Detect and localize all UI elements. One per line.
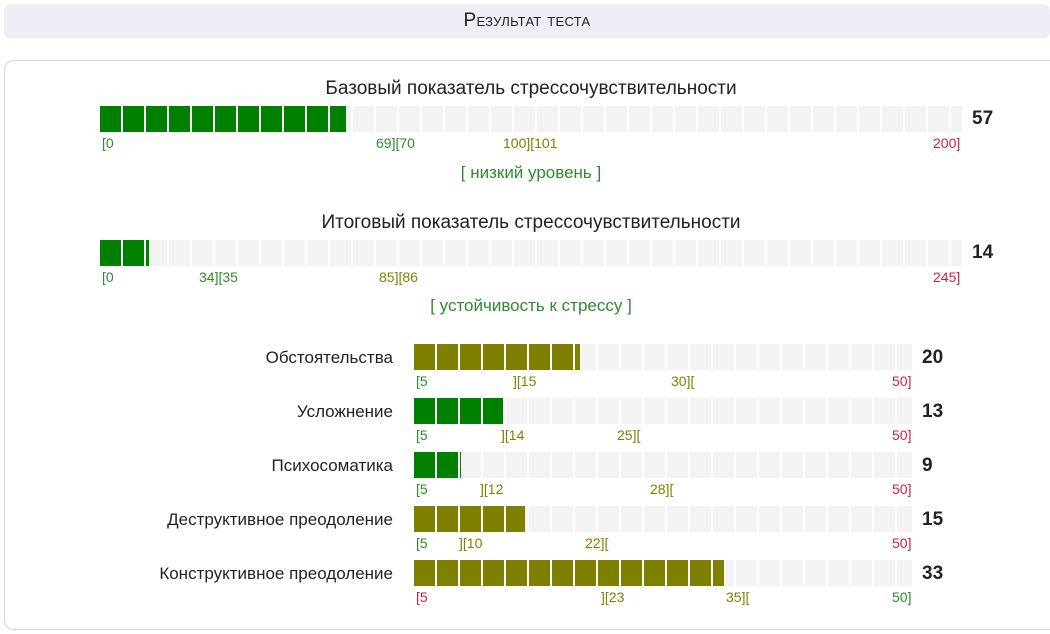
- scale-fill-psychosomatics: [414, 452, 461, 478]
- scale-tick-low: ][10: [459, 535, 483, 551]
- total-index-fill: [100, 240, 150, 266]
- scale-bar-constructive-coping: [414, 560, 912, 586]
- scale-tick-min: [5: [416, 427, 428, 443]
- base-tick-low-text: 69][70: [376, 135, 415, 151]
- total-tick-low: 34][35: [199, 269, 238, 285]
- scale-tick-low: ][14: [501, 427, 525, 443]
- scale-label-destructive-coping: Деструктивное преодоление: [167, 510, 393, 529]
- scale-tick-mid: 25][: [617, 427, 641, 443]
- scale-tick-max: 50]: [892, 535, 912, 551]
- base-tick-mid: 100][101: [503, 135, 558, 151]
- scale-label-complication: Усложнение: [296, 402, 393, 421]
- total-index-title: Итоговый показатель стрессочувствительно…: [321, 212, 741, 233]
- scale-label-psychosomatics: Психосоматика: [271, 456, 393, 475]
- total-index-score: 14: [972, 242, 994, 263]
- scale-score-psychosomatics: 9: [922, 455, 933, 476]
- base-tick-min: [0: [102, 135, 114, 151]
- page-title: Результат теста: [463, 10, 591, 31]
- total-tick-min: [0: [102, 269, 114, 285]
- scale-fill-circumstances: [414, 344, 580, 370]
- scale-bar-circumstances: [414, 344, 912, 370]
- scale-label-circumstances: Обстоятельства: [265, 348, 393, 367]
- scale-tick-min: [5: [416, 373, 428, 389]
- base-index-title: Базовый показатель стрессочувствительнос…: [325, 78, 737, 99]
- base-index-score: 57: [972, 108, 994, 129]
- scale-score-constructive-coping: 33: [922, 563, 944, 584]
- total-tick-mid: 85][86: [379, 269, 418, 285]
- scale-tick-max: 50]: [892, 481, 912, 497]
- scale-tick-mid: 22][: [585, 535, 609, 551]
- scale-tick-min: [5: [416, 535, 428, 551]
- scale-tick-mid: 28][: [650, 481, 674, 497]
- scale-tick-max: 50]: [892, 589, 912, 605]
- scale-fill-constructive-coping: [414, 560, 724, 586]
- page-header: Результат теста: [4, 4, 1050, 38]
- scale-tick-low: ][15: [513, 373, 537, 389]
- scale-tick-max: 50]: [892, 373, 912, 389]
- scale-tick-mid: 35][: [726, 589, 750, 605]
- total-level: [ устойчивость к стрессу ]: [430, 296, 632, 315]
- scale-fill-complication: [414, 398, 503, 424]
- scale-tick-low: ][23: [601, 589, 625, 605]
- scale-score-complication: 13: [922, 401, 944, 422]
- total-tick-max: 245]: [933, 269, 961, 285]
- base-index-fill: [100, 106, 346, 132]
- base-tick-mid-text: 100][101: [503, 135, 558, 151]
- scale-tick-low: ][12: [480, 481, 504, 497]
- base-index-bar: [100, 106, 962, 132]
- scale-tick-max: 50]: [892, 427, 912, 443]
- scale-fill-destructive-coping: [414, 506, 525, 532]
- scale-tick-min: [5: [416, 481, 428, 497]
- scale-tick-mid: 30][: [671, 373, 695, 389]
- base-tick-low: 69][70: [376, 135, 415, 151]
- base-tick-max: 200]: [933, 135, 961, 151]
- scale-bar-complication: [414, 398, 912, 424]
- scale-score-circumstances: 20: [922, 347, 944, 368]
- scale-label-constructive-coping: Конструктивное преодоление: [159, 564, 393, 583]
- scale-tick-min: [5: [416, 589, 428, 605]
- scale-bar-psychosomatics: [414, 452, 912, 478]
- scale-bar-destructive-coping: [414, 506, 912, 532]
- total-index-bar: [100, 240, 962, 266]
- base-level: [ низкий уровень ]: [460, 163, 602, 182]
- scale-score-destructive-coping: 15: [922, 509, 944, 530]
